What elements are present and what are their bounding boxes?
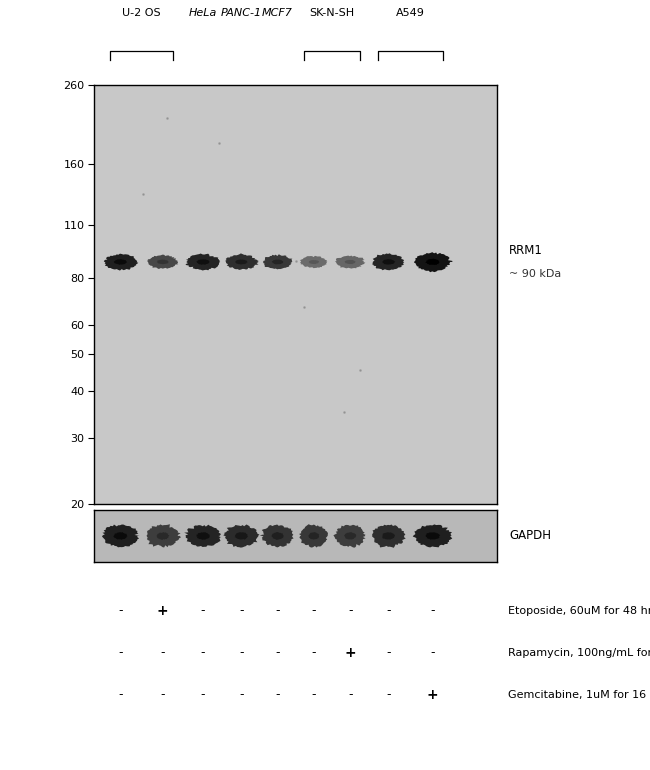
Text: HeLa: HeLa (189, 8, 217, 18)
Text: -: - (118, 688, 123, 701)
Polygon shape (413, 524, 452, 547)
Text: -: - (118, 646, 123, 659)
Text: -: - (201, 688, 205, 701)
Polygon shape (263, 254, 292, 270)
Polygon shape (226, 253, 259, 270)
Text: SK-N-SH: SK-N-SH (309, 8, 355, 18)
Polygon shape (344, 259, 356, 264)
Polygon shape (425, 532, 440, 540)
Polygon shape (196, 259, 210, 265)
Polygon shape (309, 260, 319, 264)
Text: MCF7: MCF7 (262, 8, 293, 18)
Polygon shape (299, 524, 328, 547)
Text: Etoposide, 60uM for 48 hr: Etoposide, 60uM for 48 hr (508, 605, 650, 615)
Text: -: - (118, 604, 123, 617)
Text: RRM1: RRM1 (510, 243, 543, 256)
Polygon shape (300, 256, 328, 268)
Polygon shape (372, 253, 404, 270)
Polygon shape (260, 524, 294, 547)
Polygon shape (272, 259, 283, 264)
Text: -: - (201, 604, 205, 617)
Polygon shape (185, 253, 220, 270)
Text: -: - (276, 604, 280, 617)
Text: Gemcitabine, 1uM for 16 hr: Gemcitabine, 1uM for 16 hr (508, 690, 650, 700)
Text: -: - (430, 604, 435, 617)
Text: -: - (386, 688, 391, 701)
Text: -: - (386, 604, 391, 617)
Text: -: - (311, 688, 316, 701)
Text: +: + (157, 604, 168, 618)
Polygon shape (102, 524, 140, 547)
Polygon shape (147, 255, 178, 269)
Polygon shape (157, 259, 168, 264)
Text: -: - (348, 688, 352, 701)
Text: -: - (311, 646, 316, 659)
Text: -: - (311, 604, 316, 617)
Text: A549: A549 (396, 8, 425, 18)
Text: +: + (427, 688, 439, 701)
Text: -: - (348, 604, 352, 617)
Polygon shape (382, 532, 395, 540)
Text: U-2 OS: U-2 OS (122, 8, 161, 18)
Polygon shape (372, 524, 406, 547)
Text: -: - (386, 646, 391, 659)
Text: -: - (161, 688, 165, 701)
Text: -: - (276, 646, 280, 659)
Text: +: + (344, 645, 356, 660)
Polygon shape (104, 253, 138, 270)
Polygon shape (224, 524, 259, 547)
Text: -: - (239, 646, 244, 659)
Polygon shape (156, 532, 170, 540)
Text: ~ 90 kDa: ~ 90 kDa (510, 269, 562, 279)
Polygon shape (425, 259, 440, 265)
Text: -: - (161, 646, 165, 659)
Polygon shape (308, 532, 319, 540)
Polygon shape (235, 259, 248, 265)
Polygon shape (333, 525, 365, 547)
Text: PANC-1: PANC-1 (221, 8, 262, 18)
Polygon shape (272, 532, 283, 540)
Polygon shape (114, 259, 127, 265)
Text: -: - (239, 604, 244, 617)
Polygon shape (414, 253, 452, 273)
Text: -: - (276, 688, 280, 701)
Polygon shape (184, 524, 221, 547)
Polygon shape (344, 532, 356, 540)
Text: GAPDH: GAPDH (510, 530, 551, 542)
Text: -: - (201, 646, 205, 659)
Polygon shape (196, 532, 210, 540)
Polygon shape (335, 256, 365, 269)
Text: -: - (430, 646, 435, 659)
Polygon shape (382, 259, 395, 265)
Polygon shape (235, 532, 248, 540)
Text: -: - (239, 688, 244, 701)
Polygon shape (113, 532, 127, 540)
Text: Rapamycin, 100ng/mL for 24 hr: Rapamycin, 100ng/mL for 24 hr (508, 648, 650, 658)
Polygon shape (147, 524, 181, 547)
